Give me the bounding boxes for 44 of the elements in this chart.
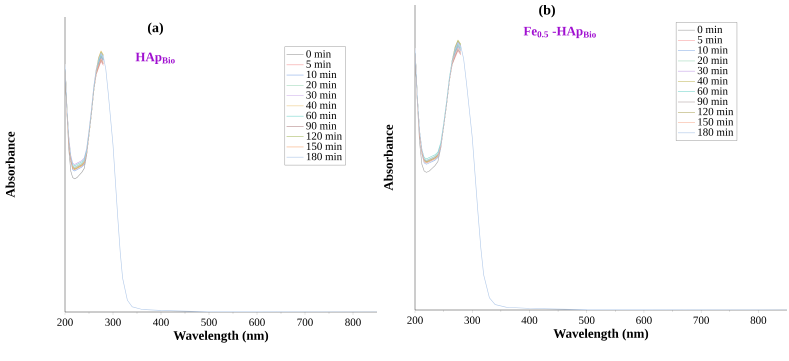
- x-tick-label: 800: [345, 318, 361, 326]
- x-tick-label: 600: [636, 316, 652, 324]
- x-tick-label: 800: [750, 316, 766, 324]
- text: Fe$_{0.5}$ -HAp$_{Bio}$: [524, 26, 596, 38]
- legend-label: 180 min: [306, 152, 342, 160]
- legend-label: 120 min: [698, 108, 734, 116]
- legend-label: 30 min: [306, 91, 336, 99]
- x-tick-label: 400: [153, 318, 169, 326]
- legend-label: 0 min: [306, 50, 331, 58]
- legend-label: 90 min: [306, 122, 336, 130]
- chart-title: (b): [539, 4, 555, 18]
- x-tick-label: 700: [298, 318, 313, 326]
- legend-label: 150 min: [698, 118, 734, 126]
- y-axis-title: Absorbance: [384, 124, 393, 190]
- legend-label: 10 min: [698, 46, 728, 54]
- x-tick-label: 300: [464, 316, 480, 324]
- legend-label: 20 min: [698, 56, 728, 64]
- legend-label: 40 min: [697, 77, 728, 84]
- legend-label: 180 min: [698, 128, 734, 136]
- legend-label: 40 min: [306, 102, 336, 109]
- annotation: HAp$_{Bio}$: [136, 52, 175, 64]
- x-tick-label: 600: [249, 318, 265, 326]
- x-axis-title: Wavelength (nm): [174, 330, 268, 343]
- legend-label: 5 min: [698, 36, 722, 44]
- legend-label: 90 min: [698, 98, 728, 106]
- x-tick-label: 200: [407, 316, 423, 324]
- chart-title: (a): [148, 22, 163, 36]
- y-axis-title: Absorbance: [6, 132, 15, 198]
- x-tick-label: 500: [201, 318, 217, 326]
- legend-label: 20 min: [306, 80, 336, 88]
- x-tick-label: 300: [105, 318, 121, 326]
- x-tick-label: 500: [579, 316, 594, 324]
- legend-label: 60 min: [698, 87, 728, 95]
- x-tick-label: 400: [521, 316, 538, 324]
- legend-label: 150 min: [306, 142, 342, 150]
- legend-label: 120 min: [306, 132, 342, 140]
- x-axis-title: Wavelength (nm): [554, 328, 648, 341]
- legend-label: 5 min: [306, 60, 331, 68]
- legend-label: 0 min: [698, 26, 722, 34]
- x-tick-label: 200: [57, 318, 73, 326]
- legend-label: 60 min: [306, 112, 336, 120]
- legend-label: 30 min: [698, 66, 728, 74]
- legend-label: 10 min: [306, 70, 336, 78]
- x-tick-label: 700: [694, 316, 709, 324]
